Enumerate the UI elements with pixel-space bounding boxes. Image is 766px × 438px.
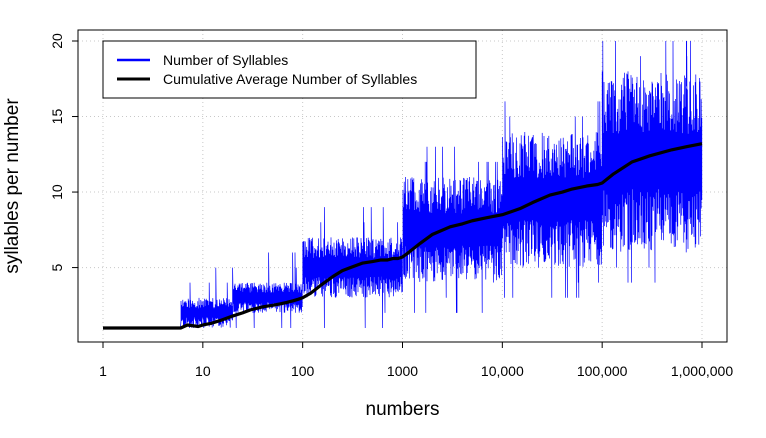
y-tick-label: 5 [49,263,65,271]
x-tick-label: 100 [291,363,315,379]
x-tick-label: 100,000 [577,363,628,379]
legend-label-cumulative-average: Cumulative Average Number of Syllables [163,71,417,87]
x-axis-title: numbers [366,399,440,420]
series-number-of-syllables [103,40,703,329]
x-tick-label: 10,000 [481,363,524,379]
x-axis: 1 10 100 1000 10,000 100,000 1,000,000 [99,342,733,379]
y-axis: 5 10 15 20 [49,33,78,271]
y-tick-label: 10 [49,184,65,200]
x-tick-label: 1 [99,363,107,379]
syllables-noise-line [103,40,703,329]
y-tick-label: 20 [49,33,65,49]
y-tick-label: 15 [49,109,65,125]
legend: Number of Syllables Cumulative Average N… [102,40,477,99]
y-axis-title: syllables per number [2,98,23,274]
cumulative-average-line [103,142,703,330]
legend-label-number-of-syllables: Number of Syllables [163,52,288,68]
x-tick-label: 1000 [387,363,418,379]
series-cumulative-average [103,142,703,330]
x-tick-label: 10 [195,363,211,379]
legend-box [102,40,477,99]
x-tick-label: 1,000,000 [671,363,733,379]
